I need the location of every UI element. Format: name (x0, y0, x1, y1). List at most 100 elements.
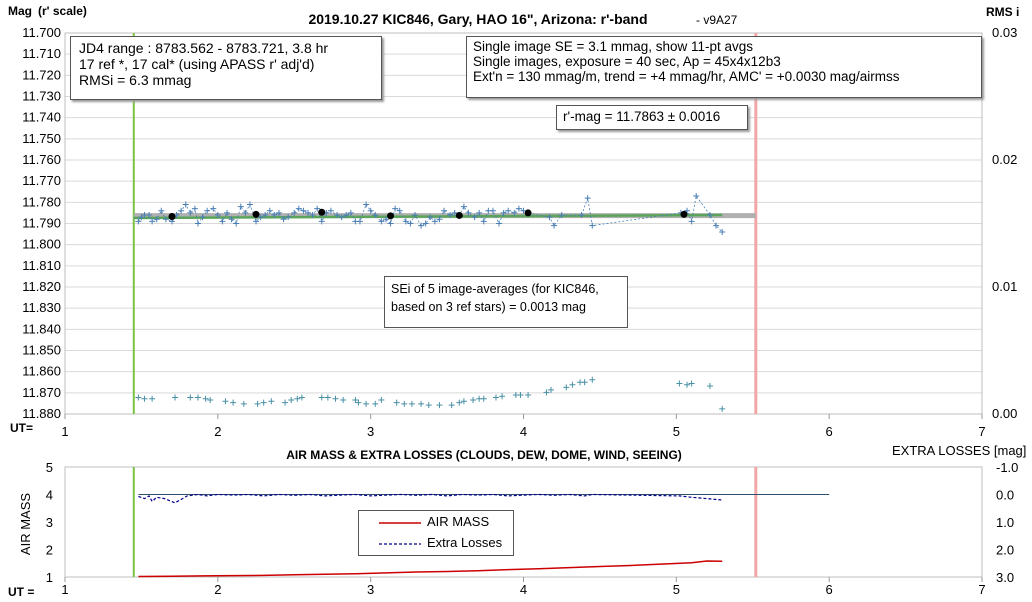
rms-point (563, 384, 570, 391)
y-tick-label: 11.710 (22, 46, 61, 61)
mag-point (387, 220, 394, 227)
mag-point (356, 218, 363, 225)
sei-line-1: SEi of 5 image-averages (for KIC846, (391, 282, 599, 296)
rms-point (448, 402, 455, 409)
x-tick-label: 4 (520, 424, 527, 439)
mag-point (496, 220, 503, 227)
x-tick-label: 5 (673, 424, 680, 439)
mag-point (500, 209, 507, 216)
mag-point (343, 212, 350, 219)
bottom-x-tick-label: 3 (367, 582, 374, 597)
mag-point (300, 207, 307, 214)
rms-point (676, 380, 683, 387)
rms-point (569, 381, 576, 388)
mag-point (460, 203, 467, 210)
average-point (168, 213, 176, 221)
mag-point (447, 212, 454, 219)
mag-point (242, 209, 249, 216)
mag-point (693, 192, 700, 199)
bottom-y2-tick-label: 0.0 (996, 488, 1014, 503)
rms-point (282, 399, 289, 406)
rms-point (207, 397, 214, 404)
mag-point (309, 212, 316, 219)
mag-point (402, 218, 409, 225)
x-tick-label: 1 (61, 424, 68, 439)
info-right-line-1: Single image SE = 3.1 mmag, show 11-pt a… (473, 39, 754, 54)
mag-point (271, 212, 278, 219)
mag-point (194, 220, 201, 227)
mag-point (285, 214, 292, 221)
mag-point (199, 214, 206, 221)
rms-point (581, 379, 588, 386)
mag-point (431, 218, 438, 225)
mag-point (372, 212, 379, 219)
rms-point (260, 399, 267, 406)
info-left-line-1: JD4 range : 8783.562 - 8783.721, 3.8 hr (79, 40, 329, 56)
bottom-x-tick-label: 2 (214, 582, 221, 597)
mag-point (363, 201, 370, 208)
mag-point (451, 209, 458, 216)
y-tick-label: 11.730 (22, 89, 61, 104)
y-tick-label: 11.840 (22, 321, 61, 336)
rms-point (194, 394, 201, 401)
rms-point (460, 398, 467, 405)
rms-point (499, 393, 506, 400)
mag-point (476, 209, 483, 216)
mag-point (441, 207, 448, 214)
y2-tick-label: 0.03 (992, 25, 1017, 40)
info-box-right: Single image SE = 3.1 mmag, show 11-pt a… (466, 36, 982, 98)
ut-label-top: UT= (10, 421, 33, 435)
mag-point (162, 216, 169, 223)
rms-point (401, 400, 408, 407)
mag-point (291, 209, 298, 216)
mag-series-line (138, 195, 723, 233)
y-tick-label: 11.860 (22, 364, 61, 379)
y-tick-label: 11.810 (22, 258, 61, 273)
mag-point (237, 203, 244, 210)
rms-point (480, 395, 487, 402)
mag-point (275, 209, 282, 216)
average-point (387, 212, 395, 220)
bottom-chart-title: AIR MASS & EXTRA LOSSES (CLOUDS, DEW, DO… (286, 448, 682, 462)
mag-point (314, 205, 321, 212)
mag-point (422, 220, 429, 227)
y-tick-label: 11.820 (22, 279, 61, 294)
info-box-left: JD4 range : 8783.562 - 8783.721, 3.8 hr … (70, 36, 382, 100)
rms-point (172, 394, 179, 401)
mag-point (214, 212, 221, 219)
mag-point (262, 212, 269, 219)
ut-label-bottom: UT = (8, 585, 34, 599)
mag-point (584, 195, 591, 202)
mag-point (382, 216, 389, 223)
rms-point (408, 400, 415, 407)
info-left-line-3: RMSi = 6.3 mmag (79, 72, 192, 88)
bottom-legend: AIR MASS Extra Losses (358, 510, 514, 556)
rms-point (470, 397, 477, 404)
y2-tick-label: 0.01 (992, 279, 1017, 294)
rms-point (222, 398, 229, 405)
rms-point (318, 394, 325, 401)
bottom-y2-tick-label: 3.0 (996, 570, 1014, 585)
bottom-x-tick-label: 1 (61, 582, 68, 597)
rms-point (706, 383, 713, 390)
x-tick-label: 2 (214, 424, 221, 439)
air-mass-line (138, 560, 723, 578)
x-tick-label: 3 (367, 424, 374, 439)
mag-point (280, 216, 287, 223)
rms-point (425, 402, 432, 409)
mag-point (146, 212, 153, 219)
bottom-y2-tick-label: -1.0 (996, 460, 1018, 475)
mag-point (219, 218, 226, 225)
y-tick-label: 11.830 (22, 300, 61, 315)
mag-point (706, 212, 713, 219)
y-tick-label: 11.740 (22, 110, 61, 125)
mag-point (407, 220, 414, 227)
bottom-x-tick-label: 4 (520, 582, 527, 597)
mag-point (396, 207, 403, 214)
rms-point (719, 405, 726, 412)
bottom-y2-tick-label: 2.0 (996, 543, 1014, 558)
mag-point (338, 214, 345, 221)
bottom-x-tick-label: 5 (673, 582, 680, 597)
average-point (524, 209, 532, 217)
x-tick-label: 6 (826, 424, 833, 439)
